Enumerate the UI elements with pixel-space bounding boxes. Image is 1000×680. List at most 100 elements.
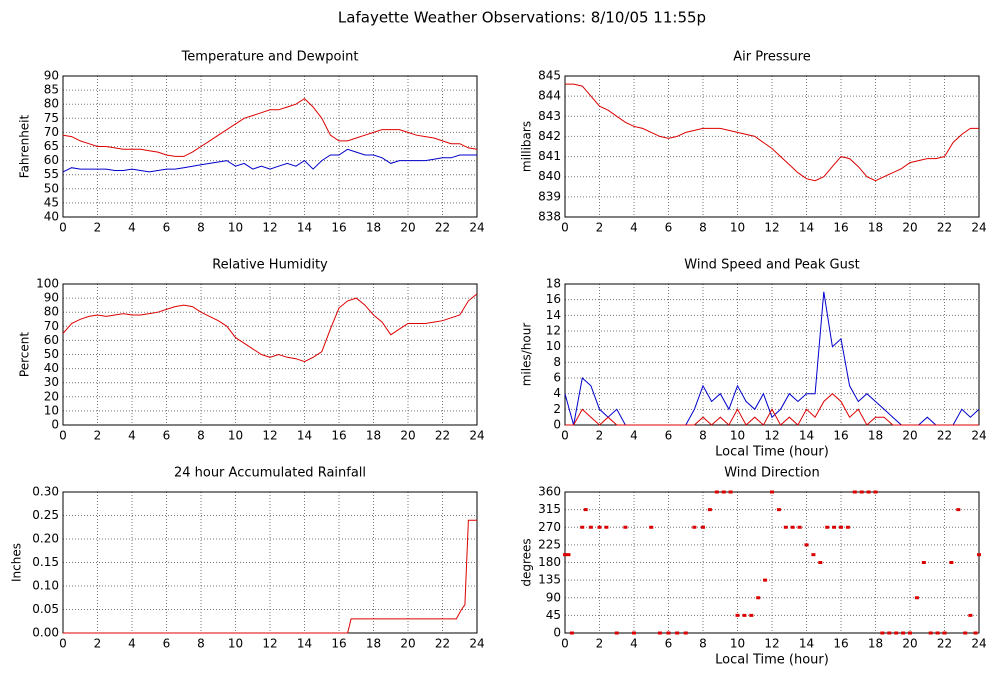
data-point [859,490,864,494]
y-tick-label: 845 [538,69,561,83]
y-tick-label: 40 [44,210,59,224]
data-point [657,631,662,635]
x-tick-label: 10 [730,429,745,443]
y-tick-label: 18 [546,277,561,291]
plot-frame [62,283,478,426]
data-point [763,578,768,582]
data-line [565,393,979,426]
y-axis-label: miles/hour [520,323,534,387]
x-tick-label: 6 [163,221,171,235]
data-point [866,490,871,494]
data-point [887,631,892,635]
x-tick-label: 2 [596,429,604,443]
data-point [583,508,588,512]
x-tick-label: 22 [937,221,952,235]
x-tick-label: 18 [366,429,381,443]
x-axis-label: Local Time (hour) [715,445,829,460]
x-tick-label: 6 [665,637,673,651]
data-point [742,613,747,617]
data-point [825,525,830,529]
x-tick-label: 6 [163,637,171,651]
y-tick-label: 8 [553,355,561,369]
y-axis-label: Inches [10,543,24,582]
x-tick-label: 4 [128,429,136,443]
data-point [675,631,680,635]
y-tick-label: 45 [44,195,59,209]
data-line [62,293,478,363]
x-tick-label: 0 [59,429,67,443]
data-point [832,525,837,529]
x-tick-label: 16 [833,221,848,235]
data-line [63,519,477,634]
y-tick-label: 4 [553,386,561,400]
y-tick-label: 0.10 [32,579,59,593]
plot-frame [62,75,478,218]
chart-title: Wind Direction [724,466,820,481]
y-tick-label: 40 [44,361,59,375]
x-tick-label: 14 [799,429,814,443]
y-tick-label: 85 [44,83,59,97]
plot-frame [564,75,980,218]
data-point [666,631,671,635]
x-tick-label: 14 [799,637,814,651]
data-point [880,631,885,635]
x-tick-label: 0 [561,637,569,651]
y-tick-label: 90 [44,69,59,83]
data-point [735,613,740,617]
x-tick-label: 2 [94,637,102,651]
x-tick-label: 10 [730,637,745,651]
y-tick-label: 135 [538,573,561,587]
data-point [728,490,733,494]
y-tick-label: 70 [44,125,59,139]
y-tick-label: 100 [36,277,59,291]
y-tick-label: 0.20 [32,532,59,546]
data-point [977,553,981,557]
x-tick-label: 16 [833,637,848,651]
x-tick-label: 16 [331,221,346,235]
data-point [942,631,947,635]
x-tick-label: 22 [937,429,952,443]
y-tick-label: 0.30 [32,485,59,499]
y-tick-label: 0 [553,626,561,640]
y-tick-label: 45 [546,608,561,622]
x-tick-label: 18 [868,221,883,235]
x-tick-label: 12 [764,429,779,443]
x-tick-label: 2 [94,429,102,443]
data-point [783,525,788,529]
data-point [749,613,754,617]
x-tick-label: 0 [59,221,67,235]
data-point [811,553,816,557]
data-point [649,525,654,529]
plot-frame [564,283,980,426]
y-tick-label: 360 [538,485,561,499]
data-point [901,631,906,635]
y-tick-label: 841 [538,149,561,163]
data-point [845,525,850,529]
x-tick-label: 22 [435,429,450,443]
x-tick-label: 20 [902,429,917,443]
x-tick-label: 12 [262,221,277,235]
x-tick-label: 24 [469,637,484,651]
chart-title: 24 hour Accumulated Rainfall [174,466,366,481]
data-point [914,596,919,600]
x-tick-label: 14 [297,637,312,651]
x-axis-label: Local Time (hour) [715,653,829,668]
y-tick-label: 315 [538,502,561,516]
y-tick-label: 842 [538,129,561,143]
x-tick-label: 18 [366,221,381,235]
data-point [714,490,719,494]
data-point [692,525,697,529]
x-tick-label: 18 [868,637,883,651]
x-tick-label: 8 [197,637,205,651]
x-tick-label: 14 [297,221,312,235]
x-tick-label: 0 [561,429,569,443]
y-tick-label: 14 [546,308,561,322]
y-tick-label: 20 [44,389,59,403]
x-tick-label: 0 [561,221,569,235]
x-tick-label: 4 [128,221,136,235]
chart-title: Air Pressure [733,50,811,65]
x-tick-label: 20 [400,637,415,651]
data-point [873,490,878,494]
data-point [614,631,619,635]
x-tick-label: 2 [596,637,604,651]
